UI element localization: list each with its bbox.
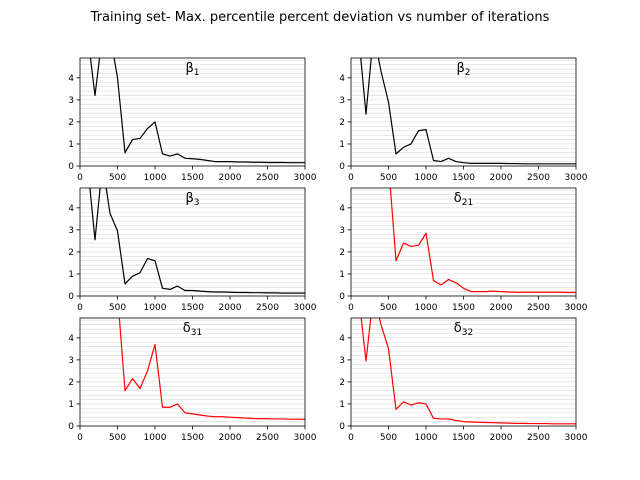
x-tick-label: 2000 (490, 173, 513, 183)
x-tick-label: 1000 (144, 303, 167, 313)
y-tick-label: 2 (68, 118, 74, 128)
subplot-4: 0 500 1000 1500 2000 2500 3000 0 1 2 3 4 δ21 (339, 187, 588, 313)
y-tick-label: 3 (68, 356, 74, 366)
y-tick-label: 3 (339, 96, 345, 106)
subplot-1: 0 500 1000 1500 2000 2500 3000 0 1 2 3 4 β1 (68, 57, 317, 183)
subplot-3: 0 500 1000 1500 2000 2500 3000 0 1 2 3 4 β3 (68, 187, 317, 313)
x-tick-label: 500 (109, 303, 126, 313)
x-tick-label: 3000 (294, 433, 317, 443)
x-tick-label: 1500 (181, 433, 204, 443)
x-tick-label: 2500 (527, 303, 550, 313)
x-tick-label: 500 (109, 433, 126, 443)
series-line (118, 318, 305, 420)
y-tick-label: 1 (339, 400, 345, 410)
x-tick-label: 1500 (181, 303, 204, 313)
x-tick-label: 1000 (144, 173, 167, 183)
x-tick-label: 2000 (219, 173, 242, 183)
y-tick-label: 0 (68, 422, 74, 432)
x-tick-label: 0 (77, 433, 83, 443)
x-tick-label: 1500 (452, 303, 475, 313)
subplot-title: δ31 (183, 321, 202, 338)
grid-lines (80, 59, 305, 162)
x-tick-label: 0 (348, 433, 354, 443)
x-tick-label: 3000 (565, 433, 588, 443)
y-tick-label: 3 (68, 226, 74, 236)
y-tick-label: 1 (68, 140, 74, 150)
x-tick-label: 2000 (219, 303, 242, 313)
y-tick-label: 2 (339, 248, 345, 258)
x-tick-label: 2500 (256, 173, 279, 183)
subplot-2: 0 500 1000 1500 2000 2500 3000 0 1 2 3 4 β2 (339, 57, 588, 183)
x-tick-label: 0 (77, 173, 83, 183)
series-line (89, 188, 305, 294)
x-tick-label: 0 (348, 303, 354, 313)
y-tick-label: 2 (68, 378, 74, 388)
y-tick-label: 0 (68, 162, 74, 172)
subplot-title: β3 (185, 191, 199, 208)
x-tick-label: 2000 (490, 303, 513, 313)
x-tick-label: 1500 (452, 173, 475, 183)
y-tick-label: 0 (68, 292, 74, 302)
y-tick-label: 0 (339, 162, 345, 172)
subplot-title: δ32 (454, 321, 473, 338)
x-tick-label: 2500 (256, 303, 279, 313)
x-tick-label: 500 (380, 303, 397, 313)
x-tick-label: 1500 (181, 173, 204, 183)
grid-lines (80, 189, 305, 292)
y-tick-label: 1 (68, 400, 74, 410)
series-line (89, 58, 305, 164)
x-tick-label: 1500 (452, 433, 475, 443)
y-tick-label: 1 (68, 270, 74, 280)
x-tick-label: 3000 (294, 303, 317, 313)
subplot-title: δ21 (454, 191, 473, 208)
y-tick-label: 1 (339, 270, 345, 280)
x-tick-label: 2500 (527, 433, 550, 443)
figure-title: Training set- Max. percentile percent de… (90, 10, 550, 25)
y-tick-label: 2 (339, 118, 345, 128)
series-line (360, 58, 576, 165)
y-tick-label: 2 (68, 248, 74, 258)
y-tick-label: 0 (339, 422, 345, 432)
x-tick-label: 1000 (415, 173, 438, 183)
series-line (389, 188, 576, 294)
subplot-5: 0 500 1000 1500 2000 2500 3000 0 1 2 3 4 δ31 (68, 317, 317, 443)
y-tick-label: 4 (339, 74, 345, 84)
grid-lines (351, 189, 576, 292)
y-tick-label: 4 (339, 204, 345, 214)
y-tick-label: 1 (339, 140, 345, 150)
y-tick-label: 4 (68, 74, 74, 84)
series-line (360, 318, 576, 425)
x-tick-label: 0 (77, 303, 83, 313)
subplot-title: β2 (456, 61, 470, 78)
x-tick-label: 3000 (565, 303, 588, 313)
y-tick-label: 4 (68, 334, 74, 344)
y-tick-label: 4 (68, 204, 74, 214)
x-tick-label: 3000 (565, 173, 588, 183)
x-tick-label: 500 (380, 433, 397, 443)
x-tick-label: 500 (380, 173, 397, 183)
y-tick-label: 4 (339, 334, 345, 344)
x-tick-label: 2500 (527, 173, 550, 183)
x-tick-label: 2000 (490, 433, 513, 443)
x-tick-label: 1000 (415, 433, 438, 443)
x-tick-label: 1000 (415, 303, 438, 313)
x-tick-label: 3000 (294, 173, 317, 183)
grid-lines (80, 319, 305, 422)
x-tick-label: 1000 (144, 433, 167, 443)
y-tick-label: 0 (339, 292, 345, 302)
x-tick-label: 500 (109, 173, 126, 183)
x-tick-label: 2000 (219, 433, 242, 443)
y-tick-label: 3 (68, 96, 74, 106)
x-tick-label: 0 (348, 173, 354, 183)
x-tick-label: 2500 (256, 433, 279, 443)
y-tick-label: 3 (339, 356, 345, 366)
subplot-6: 0 500 1000 1500 2000 2500 3000 0 1 2 3 4 δ32 (339, 317, 588, 443)
subplot-title: β1 (185, 61, 199, 78)
y-tick-label: 2 (339, 378, 345, 388)
y-tick-label: 3 (339, 226, 345, 236)
